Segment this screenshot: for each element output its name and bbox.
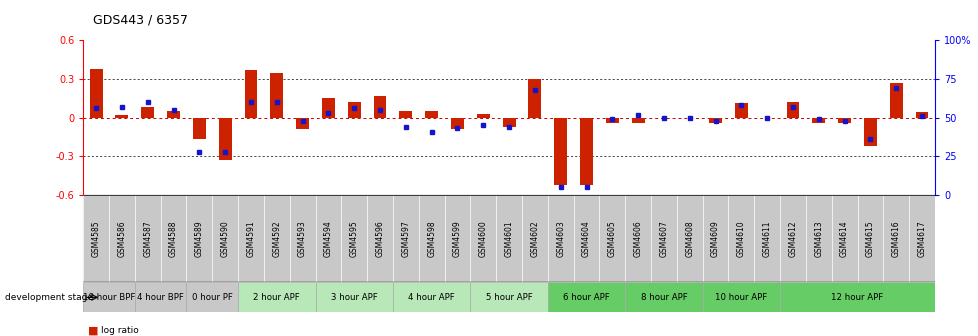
- Bar: [914, 113, 927, 118]
- Bar: [889, 83, 902, 118]
- Text: 12 hour APF: 12 hour APF: [830, 293, 883, 302]
- Bar: [554, 118, 566, 184]
- Text: GSM4597: GSM4597: [401, 220, 410, 257]
- Bar: [579, 118, 593, 184]
- Text: GSM4601: GSM4601: [504, 220, 513, 257]
- Bar: [863, 118, 876, 146]
- Bar: [708, 118, 721, 123]
- Text: GSM4598: GSM4598: [426, 220, 436, 257]
- Bar: [528, 79, 541, 118]
- Bar: [322, 98, 334, 118]
- Text: GSM4587: GSM4587: [143, 220, 153, 257]
- Text: 6 hour APF: 6 hour APF: [562, 293, 609, 302]
- Bar: [779, 282, 934, 312]
- Bar: [315, 282, 392, 312]
- Bar: [812, 118, 824, 123]
- Text: GSM4596: GSM4596: [376, 220, 384, 257]
- Bar: [399, 111, 412, 118]
- Text: development stage: development stage: [5, 293, 93, 302]
- Text: GSM4586: GSM4586: [117, 220, 126, 257]
- Bar: [244, 70, 257, 118]
- Text: GSM4594: GSM4594: [324, 220, 333, 257]
- Text: 4 hour APF: 4 hour APF: [408, 293, 455, 302]
- Text: 2 hour APF: 2 hour APF: [253, 293, 300, 302]
- Text: GSM4607: GSM4607: [659, 220, 668, 257]
- Bar: [837, 118, 850, 123]
- Bar: [90, 69, 103, 118]
- Text: GSM4616: GSM4616: [891, 220, 900, 257]
- Bar: [295, 118, 309, 129]
- Bar: [135, 282, 186, 312]
- Text: GSM4595: GSM4595: [349, 220, 358, 257]
- Text: GSM4613: GSM4613: [814, 220, 822, 257]
- Text: GSM4606: GSM4606: [633, 220, 642, 257]
- Bar: [392, 282, 469, 312]
- Bar: [451, 118, 464, 129]
- Text: GSM4615: GSM4615: [865, 220, 874, 257]
- Bar: [141, 107, 154, 118]
- Text: GSM4617: GSM4617: [916, 220, 925, 257]
- Bar: [625, 282, 702, 312]
- Text: GSM4602: GSM4602: [530, 220, 539, 257]
- Text: GDS443 / 6357: GDS443 / 6357: [93, 14, 188, 27]
- Bar: [502, 118, 515, 127]
- Text: GSM4585: GSM4585: [92, 220, 101, 257]
- Text: 3 hour APF: 3 hour APF: [331, 293, 378, 302]
- Bar: [374, 96, 386, 118]
- Bar: [424, 111, 437, 118]
- Text: 4 hour BPF: 4 hour BPF: [137, 293, 184, 302]
- Bar: [115, 115, 128, 118]
- Text: log ratio: log ratio: [101, 326, 139, 335]
- Bar: [83, 282, 135, 312]
- Text: GSM4614: GSM4614: [839, 220, 848, 257]
- Bar: [476, 114, 489, 118]
- Bar: [785, 102, 799, 118]
- Bar: [734, 103, 747, 118]
- Bar: [238, 282, 315, 312]
- Bar: [548, 282, 625, 312]
- Text: GSM4593: GSM4593: [297, 220, 307, 257]
- Bar: [605, 118, 618, 123]
- Bar: [186, 282, 238, 312]
- Text: GSM4603: GSM4603: [556, 220, 564, 257]
- Text: GSM4590: GSM4590: [220, 220, 230, 257]
- Text: GSM4608: GSM4608: [685, 220, 693, 257]
- Text: GSM4599: GSM4599: [453, 220, 462, 257]
- Text: GSM4612: GSM4612: [787, 220, 797, 257]
- Text: GSM4605: GSM4605: [607, 220, 616, 257]
- Text: 10 hour APF: 10 hour APF: [715, 293, 767, 302]
- Text: GSM4609: GSM4609: [710, 220, 720, 257]
- Bar: [469, 282, 548, 312]
- Text: GSM4604: GSM4604: [581, 220, 591, 257]
- Text: GSM4591: GSM4591: [246, 220, 255, 257]
- Text: GSM4592: GSM4592: [272, 220, 281, 257]
- Text: 5 hour APF: 5 hour APF: [485, 293, 532, 302]
- Bar: [702, 282, 779, 312]
- Text: GSM4589: GSM4589: [195, 220, 203, 257]
- Bar: [270, 73, 283, 118]
- Text: 18 hour BPF: 18 hour BPF: [83, 293, 135, 302]
- Text: ■: ■: [88, 326, 99, 336]
- Bar: [631, 118, 644, 123]
- Bar: [347, 102, 360, 118]
- Bar: [218, 118, 232, 160]
- Bar: [193, 118, 205, 139]
- Text: 8 hour APF: 8 hour APF: [640, 293, 687, 302]
- Text: GSM4610: GSM4610: [736, 220, 745, 257]
- Text: GSM4600: GSM4600: [478, 220, 487, 257]
- Text: 0 hour PF: 0 hour PF: [192, 293, 233, 302]
- Bar: [167, 111, 180, 118]
- Text: GSM4611: GSM4611: [762, 220, 771, 257]
- Text: GSM4588: GSM4588: [169, 220, 178, 257]
